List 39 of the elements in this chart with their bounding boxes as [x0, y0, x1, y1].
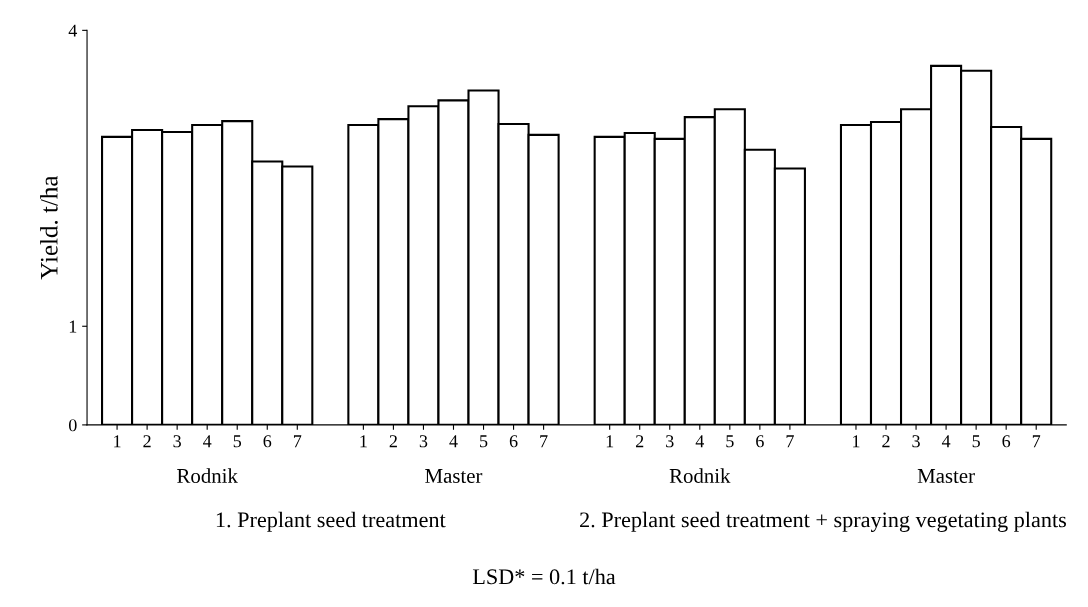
x-tick-label: 5	[480, 435, 488, 448]
text: Master	[425, 469, 483, 483]
x-tick-label: 4	[203, 435, 212, 448]
x-tick-label: 6	[1002, 435, 1011, 448]
x-tick-label: 5	[726, 435, 734, 448]
text: 1. Preplant seed treatment	[216, 511, 446, 532]
text: Rodnik	[669, 468, 731, 483]
x-tick-label: 1	[606, 435, 614, 448]
text: Rodnik	[177, 468, 238, 483]
x-tick-label: 6	[509, 435, 518, 448]
x-tick-label: 7	[786, 435, 794, 448]
x-tick-label: 2	[143, 435, 151, 448]
text: 2. Preplant seed treatment + spraying vegetating plants	[580, 511, 1066, 532]
x-tick-label: 3	[419, 435, 428, 448]
text: LSD* = 0.1 t/ha	[472, 568, 616, 585]
y-axis-title: Yield. t/ha	[40, 175, 58, 280]
x-tick-label: 1	[114, 435, 121, 448]
x-tick-label: 7	[540, 435, 548, 448]
x-tick-label: 2	[389, 435, 397, 448]
x-tick-label: 3	[666, 435, 674, 448]
x-tick-label: 4	[695, 435, 705, 448]
y-tick-label: 1	[69, 320, 77, 333]
x-tick-label: 5	[972, 435, 980, 448]
x-tick-label: 2	[636, 435, 644, 448]
x-tick-label: 4	[449, 435, 458, 448]
x-tick-label: 6	[263, 435, 272, 448]
y-tick-label: 0	[68, 419, 77, 432]
x-tick-label: 5	[233, 435, 242, 448]
x-tick-label: 6	[756, 435, 764, 448]
y-tick-label: 4	[68, 24, 78, 37]
x-tick-label: 4	[941, 435, 951, 448]
x-tick-label: 7	[1032, 435, 1041, 448]
x-tick-label: 1	[360, 435, 367, 448]
x-tick-label: 3	[912, 435, 920, 448]
x-tick-label: 3	[173, 435, 181, 448]
text: Master	[917, 469, 975, 483]
x-tick-label: 7	[293, 435, 302, 448]
x-tick-label: 1	[853, 435, 860, 448]
x-tick-label: 2	[882, 435, 890, 448]
